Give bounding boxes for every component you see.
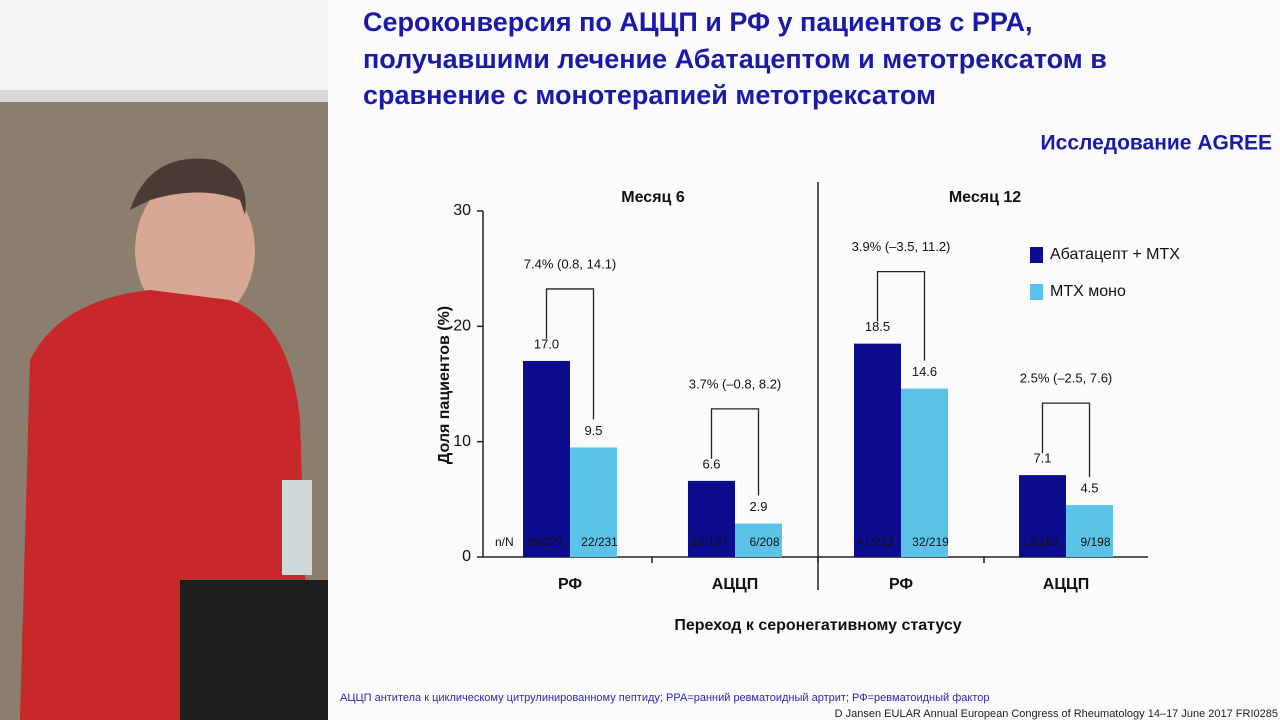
bar: [570, 447, 617, 557]
x-tick-label: АЦЦП: [712, 576, 758, 593]
comparison-bracket: [545, 288, 595, 420]
comparison-bracket: [876, 270, 926, 361]
y-tick-label: 0: [462, 548, 471, 565]
x-tick-label: АЦЦП: [1043, 576, 1089, 593]
speaker-hair: [130, 158, 246, 215]
y-tick-label: 10: [453, 433, 471, 450]
x-axis-label: Переход к серонегативному статусу: [674, 617, 961, 634]
speaker-head: [135, 175, 255, 325]
value-label: 2.9: [749, 499, 767, 514]
slide-title-line: Сероконверсия по АЦЦП и РФ у пациентов с…: [363, 7, 1033, 37]
panel-title: Месяц 12: [949, 189, 1021, 206]
count-label: 13/197: [691, 535, 728, 549]
bar: [1066, 505, 1113, 557]
slide-title-line: получавшими лечение Абатацептом и метотр…: [363, 44, 1107, 74]
x-tick-label: РФ: [558, 576, 582, 593]
value-label: 9.5: [584, 423, 602, 438]
value-label: 7.1: [1033, 451, 1051, 466]
bar: [854, 343, 901, 557]
y-axis-label: Доля пациентов (%): [436, 306, 453, 464]
bar: [688, 480, 735, 557]
slide-background: [328, 0, 1280, 720]
counts-label: n/N: [495, 535, 514, 549]
comparison-label: 2.5% (–2.5, 7.6): [1020, 371, 1113, 386]
legend-swatch: [1030, 247, 1043, 263]
bar: [1019, 475, 1066, 557]
value-label: 4.5: [1080, 481, 1098, 496]
count-label: 9/198: [1080, 535, 1110, 549]
value-label: 18.5: [865, 319, 890, 334]
podium: [180, 580, 328, 720]
slide-title-line: сравнение с монотерапией метотрексатом: [363, 80, 936, 110]
value-label: 14.6: [912, 364, 937, 379]
comparison-label: 3.9% (–3.5, 11.2): [852, 239, 951, 254]
ceiling: [0, 90, 328, 102]
count-label: 22/231: [581, 535, 618, 549]
bar: [523, 360, 570, 557]
value-label: 6.6: [702, 456, 720, 471]
bar: [735, 523, 782, 557]
panel-title: Месяц 6: [621, 189, 685, 206]
count-label: 41/222: [857, 535, 894, 549]
y-tick-label: 30: [453, 202, 471, 219]
comparison-bracket: [710, 408, 760, 496]
count-label: 6/208: [749, 535, 779, 549]
count-label: 39/229: [526, 535, 563, 549]
bar: [901, 388, 948, 557]
video-top: [0, 0, 328, 90]
comparison-bracket: [1041, 402, 1091, 478]
count-label: 32/219: [912, 535, 949, 549]
x-tick-label: РФ: [889, 576, 913, 593]
legend-label: МТХ моно: [1050, 283, 1126, 300]
legend-label: Абатацепт + МТХ: [1050, 246, 1180, 263]
legend-swatch: [1030, 284, 1043, 300]
y-tick-label: 20: [453, 318, 471, 335]
count-label: 13/183: [1022, 535, 1059, 549]
study-label: Исследование AGREE: [1041, 132, 1272, 155]
comparison-label: 7.4% (0.8, 14.1): [524, 256, 617, 271]
footnote: АЦЦП антитела к циклическому цитрулиниро…: [340, 692, 989, 704]
citation: D Jansen EULAR Annual European Congress …: [835, 708, 1278, 720]
bottle: [282, 480, 312, 575]
value-label: 17.0: [534, 336, 559, 351]
comparison-label: 3.7% (–0.8, 8.2): [689, 376, 782, 391]
